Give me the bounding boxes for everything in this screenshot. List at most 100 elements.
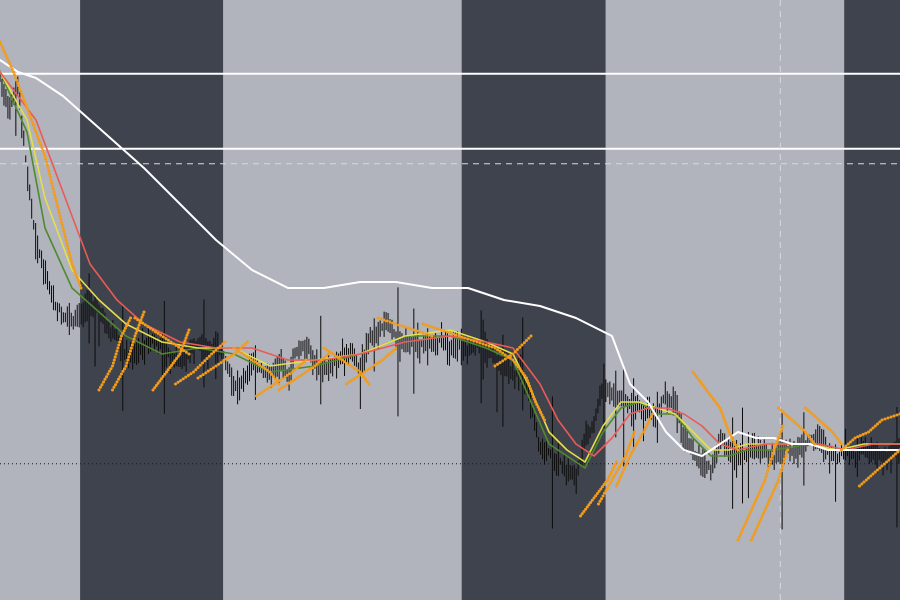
- sar-dot-10-7: [340, 358, 344, 362]
- sar-dot-14-2: [498, 361, 502, 365]
- sar-dot-23-3: [846, 442, 850, 446]
- sar-dot-18-19: [721, 414, 725, 418]
- sar-dot-21-0: [777, 406, 780, 410]
- sar-dot-18-11: [710, 395, 714, 399]
- sar-dot-8-7: [273, 382, 276, 386]
- sar-dot-16-18: [624, 454, 627, 458]
- sar-dot-6-1: [199, 374, 203, 378]
- sar-dot-16-0: [597, 502, 600, 506]
- sar-dot-1-18: [119, 337, 123, 341]
- session-band-1: [80, 0, 224, 600]
- sar-dot-8-13: [288, 372, 292, 376]
- sar-dot-17-9: [626, 460, 629, 463]
- sar-dot-19-37: [777, 435, 781, 439]
- sar-dot-1-21: [122, 329, 126, 333]
- sar-dot-9-1: [280, 386, 284, 390]
- sar-dot-5-8: [194, 368, 198, 372]
- sar-dot-0-83: [76, 278, 80, 282]
- sar-dot-2-1: [112, 385, 116, 389]
- sar-dot-0-5: [4, 54, 8, 58]
- sar-dot-2-7: [121, 369, 125, 373]
- sar-dot-0-69: [64, 238, 68, 242]
- sar-dot-24-9: [878, 466, 882, 470]
- sar-dot-0-71: [66, 244, 69, 248]
- sar-dot-14-0: [493, 364, 497, 368]
- sar-dot-0-17: [18, 87, 22, 91]
- sar-dot-5-7: [192, 370, 195, 374]
- sar-dot-9-3: [285, 383, 289, 387]
- sar-dot-20-0: [750, 538, 753, 542]
- sar-dot-0-52: [51, 187, 55, 191]
- sar-dot-19-40: [780, 427, 784, 431]
- sar-dot-0-4: [3, 51, 7, 55]
- sar-dot-11-20: [394, 346, 398, 350]
- sar-dot-13-33: [514, 363, 518, 366]
- sar-dot-22-15: [836, 437, 840, 441]
- sar-dot-23-11: [867, 430, 870, 434]
- sar-dot-20-3: [753, 530, 757, 534]
- sar-dot-0-82: [75, 275, 79, 279]
- sar-dot-20-19: [773, 486, 777, 490]
- sar-dot-2-4: [117, 377, 120, 381]
- sar-dot-18-26: [728, 433, 732, 437]
- sar-dot-21-14: [807, 435, 811, 439]
- sar-dot-23-10: [864, 431, 868, 435]
- sar-dot-3-12: [164, 337, 168, 341]
- sar-dot-12-9: [403, 325, 407, 329]
- sar-dot-8-4: [265, 387, 269, 391]
- sar-dot-13-3: [430, 325, 434, 329]
- sar-dot-21-15: [809, 437, 813, 441]
- sar-dot-8-14: [291, 370, 294, 374]
- sar-dot-5-1: [176, 380, 180, 384]
- sar-dot-16-23: [629, 441, 632, 445]
- sar-dot-16-4: [603, 491, 606, 495]
- sar-dot-4-10: [168, 366, 172, 369]
- sar-dot-22-9: [824, 424, 828, 428]
- sar-dot-15-8: [592, 496, 596, 500]
- sar-dot-9-20: [327, 352, 330, 356]
- sar-dot-4-0: [151, 388, 155, 392]
- sar-dot-7-16: [272, 375, 276, 379]
- sar-dot-20-24: [778, 472, 782, 476]
- sar-dot-20-13: [766, 503, 769, 506]
- sar-dot-22-10: [826, 426, 830, 430]
- sar-dot-19-27: [768, 463, 771, 467]
- sar-dot-6-7: [214, 364, 218, 368]
- sar-dot-0-19: [20, 92, 24, 96]
- sar-dot-22-16: [838, 440, 842, 444]
- sar-dot-0-78: [71, 265, 75, 269]
- sar-dot-16-11: [613, 473, 617, 477]
- sar-dot-5-15: [210, 352, 213, 356]
- sar-dot-6-10: [222, 359, 226, 363]
- sar-dot-18-16: [718, 406, 722, 410]
- sar-dot-0-38: [40, 146, 44, 149]
- sar-dot-10-17: [363, 377, 367, 381]
- sar-dot-13-32: [513, 360, 517, 364]
- sar-dot-0-41: [43, 154, 47, 158]
- sar-dot-0-26: [27, 112, 31, 116]
- sar-dot-7-12: [263, 367, 267, 371]
- sar-dot-7-5: [245, 355, 249, 359]
- sar-dot-2-10: [125, 361, 129, 365]
- sar-dot-8-15: [293, 368, 297, 372]
- sar-dot-15-1: [580, 512, 584, 516]
- sar-dot-9-19: [324, 354, 328, 358]
- sar-dot-2-19: [133, 334, 137, 338]
- sar-dot-17-21: [643, 427, 647, 431]
- sar-dot-16-5: [604, 489, 608, 493]
- sar-dot-12-15: [421, 331, 425, 335]
- sar-dot-0-55: [54, 196, 57, 200]
- sar-dot-5-4: [184, 375, 188, 379]
- sar-dot-10-11: [350, 365, 354, 369]
- sar-dot-5-2: [179, 379, 183, 383]
- sar-dot-18-30: [733, 443, 737, 447]
- sar-dot-13-41: [527, 381, 530, 385]
- sar-dot-6-12: [227, 355, 231, 359]
- sar-dot-13-51: [537, 408, 541, 412]
- sar-dot-13-37: [521, 372, 525, 375]
- sar-dot-15-22: [613, 463, 617, 467]
- sar-dot-23-13: [871, 426, 875, 430]
- sar-dot-17-12: [630, 451, 633, 455]
- sar-dot-16-16: [621, 459, 624, 463]
- sar-dot-22-13: [832, 432, 836, 436]
